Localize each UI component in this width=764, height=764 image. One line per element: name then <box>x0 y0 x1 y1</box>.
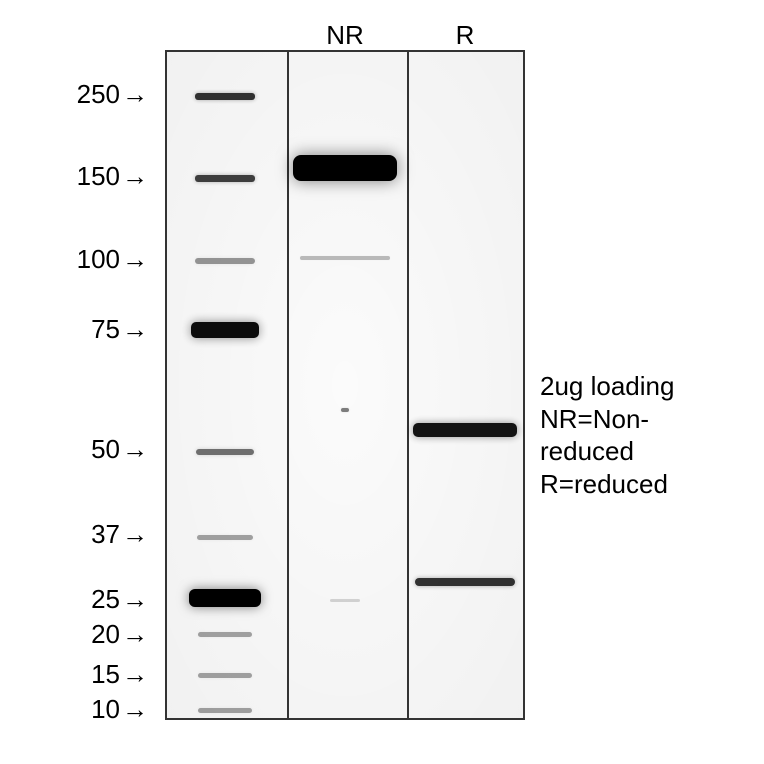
mw-label-75: 75→ <box>58 314 148 345</box>
band-ladder-3 <box>191 322 259 338</box>
band-ladder-1 <box>195 175 255 182</box>
band-nr-1 <box>300 256 390 260</box>
lane-header-r: R <box>405 20 525 51</box>
lane-header-r-text: R <box>456 20 475 50</box>
mw-value: 50 <box>91 434 120 465</box>
legend-line-3: reduced <box>540 435 674 468</box>
arrow-right-icon: → <box>122 79 148 110</box>
band-ladder-4 <box>196 449 254 455</box>
mw-label-10: 10→ <box>58 694 148 725</box>
legend-line-2: NR=Non- <box>540 403 674 436</box>
band-ladder-5 <box>197 535 253 540</box>
band-nr-3 <box>330 599 360 602</box>
lane-header-nr-text: NR <box>326 20 364 50</box>
mw-value: 10 <box>91 694 120 725</box>
arrow-right-icon: → <box>122 694 148 725</box>
arrow-right-icon: → <box>122 314 148 345</box>
mw-label-250: 250→ <box>58 79 148 110</box>
mw-value: 37 <box>91 519 120 550</box>
arrow-right-icon: → <box>122 434 148 465</box>
band-r-1 <box>415 578 515 586</box>
mw-value: 100 <box>77 244 120 275</box>
band-ladder-7 <box>198 632 252 637</box>
mw-value: 15 <box>91 659 120 690</box>
mw-label-37: 37→ <box>58 519 148 550</box>
mw-value: 250 <box>77 79 120 110</box>
band-r-0 <box>413 423 517 437</box>
mw-label-50: 50→ <box>58 434 148 465</box>
mw-label-20: 20→ <box>58 619 148 650</box>
mw-value: 20 <box>91 619 120 650</box>
band-nr-0 <box>293 155 397 181</box>
mw-label-100: 100→ <box>58 244 148 275</box>
mw-value: 150 <box>77 161 120 192</box>
band-ladder-2 <box>195 258 255 264</box>
band-ladder-9 <box>198 708 252 713</box>
mw-label-150: 150→ <box>58 161 148 192</box>
arrow-right-icon: → <box>122 659 148 690</box>
arrow-right-icon: → <box>122 161 148 192</box>
lane-divider-2 <box>407 52 409 718</box>
arrow-right-icon: → <box>122 619 148 650</box>
arrow-right-icon: → <box>122 519 148 550</box>
arrow-right-icon: → <box>122 584 148 615</box>
mw-label-15: 15→ <box>58 659 148 690</box>
lane-header-nr: NR <box>285 20 405 51</box>
legend-text: 2ug loading NR=Non- reduced R=reduced <box>540 370 674 500</box>
gel-box <box>165 50 525 720</box>
band-ladder-0 <box>195 93 255 100</box>
mw-value: 25 <box>91 584 120 615</box>
lane-divider-1 <box>287 52 289 718</box>
band-ladder-8 <box>198 673 252 678</box>
legend-line-1: 2ug loading <box>540 370 674 403</box>
legend-line-4: R=reduced <box>540 468 674 501</box>
band-nr-2 <box>341 408 349 412</box>
band-ladder-6 <box>189 589 261 607</box>
mw-label-25: 25→ <box>58 584 148 615</box>
arrow-right-icon: → <box>122 244 148 275</box>
mw-value: 75 <box>91 314 120 345</box>
